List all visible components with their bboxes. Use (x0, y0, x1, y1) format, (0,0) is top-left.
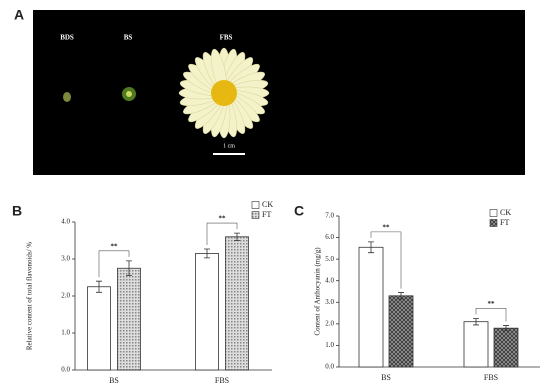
error-bar (204, 248, 210, 259)
y-tick-label: 3.0 (325, 298, 334, 306)
error-bar (473, 318, 479, 326)
x-tick-label: FBS (484, 373, 498, 382)
legend-label: FT (262, 210, 271, 219)
flower-center (211, 80, 237, 106)
y-tick-label: 2.0 (61, 292, 70, 300)
legend-swatch (489, 219, 498, 227)
stage-label: BDS (60, 34, 74, 42)
significance-bracket (98, 250, 130, 278)
y-tick-label: 0.0 (61, 366, 70, 374)
panel-label: B (12, 203, 22, 219)
bar (225, 236, 249, 371)
stage-label: BS (124, 34, 133, 42)
significance-bracket (475, 308, 507, 322)
y-tick-label: 7.0 (325, 212, 334, 220)
error-bar (126, 260, 132, 277)
y-tick-label: 1.0 (61, 329, 70, 337)
photo (33, 10, 525, 175)
legend-label: CK (262, 200, 273, 209)
x-tick-label: BS (109, 376, 119, 385)
error-bar (503, 325, 509, 332)
y-tick-label: 2.0 (325, 319, 334, 327)
legend-label: CK (500, 208, 511, 217)
error-bar (368, 241, 374, 254)
error-bar (398, 292, 404, 300)
significance-label: ** (219, 215, 227, 223)
y-tick-label: 3.0 (61, 255, 70, 263)
bud-center (126, 91, 132, 97)
significance-label: ** (488, 300, 496, 308)
flower (178, 47, 270, 139)
panel-label: C (294, 203, 304, 219)
significance-label: ** (111, 242, 119, 250)
x-tick-label: FBS (215, 376, 229, 385)
bar (358, 246, 384, 368)
error-bar (234, 232, 240, 241)
significance-label: ** (383, 223, 391, 231)
stage-label: FBS (220, 34, 233, 42)
bar (87, 286, 111, 371)
scale-label: 1 cm (223, 143, 235, 149)
error-bar (96, 280, 102, 293)
bud (63, 92, 71, 102)
bar (388, 295, 414, 368)
bar (117, 267, 141, 371)
legend-swatch (489, 209, 498, 217)
y-tick-label: 0.0 (325, 363, 334, 371)
y-tick-label: 1.0 (325, 341, 334, 349)
bar (463, 321, 489, 368)
legend-label: FT (500, 218, 509, 227)
x-tick-label: BS (381, 373, 391, 382)
y-tick-label: 4.0 (325, 276, 334, 284)
significance-bracket (370, 231, 402, 289)
y-axis-label: Relative content of total flavonoids/ % (26, 242, 34, 350)
legend-swatch (251, 211, 260, 219)
y-tick-label: 5.0 (325, 255, 334, 263)
y-axis-label: Content of Anthocyanin (mg/g) (314, 247, 322, 336)
bar (493, 327, 519, 368)
panel-label: A (14, 7, 24, 23)
y-tick-label: 6.0 (325, 233, 334, 241)
legend-swatch (251, 201, 260, 209)
y-tick-label: 4.0 (61, 218, 70, 226)
significance-bracket (206, 222, 238, 246)
bar (195, 253, 219, 371)
